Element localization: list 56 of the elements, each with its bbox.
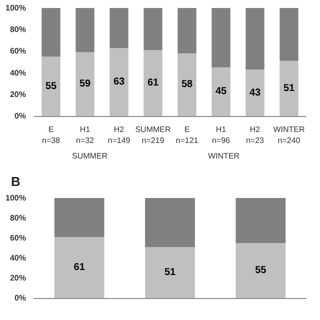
data-label: 59 bbox=[79, 78, 91, 90]
text: WINTER bbox=[208, 152, 240, 160]
data-label: 55 bbox=[255, 265, 267, 276]
text: SUMMER bbox=[72, 152, 108, 160]
data-label: 51 bbox=[283, 82, 295, 94]
bar bbox=[178, 8, 196, 54]
bar bbox=[144, 50, 162, 116]
y-tick-label: 80% bbox=[10, 25, 26, 34]
y-tick-label: 100% bbox=[6, 4, 26, 12]
x-tick-label: H1 n=96 bbox=[212, 125, 231, 145]
bar bbox=[54, 198, 104, 237]
x-tick-label: H2 n=149 bbox=[108, 125, 131, 145]
data-label: 61 bbox=[147, 78, 159, 89]
bar bbox=[144, 8, 162, 50]
bar bbox=[110, 48, 128, 116]
bar bbox=[212, 67, 230, 116]
bar bbox=[280, 60, 298, 116]
y-tick-label: 20% bbox=[10, 274, 26, 282]
data-label: 58 bbox=[181, 79, 193, 90]
bar bbox=[76, 52, 94, 116]
y-tick-label: 0% bbox=[14, 112, 26, 120]
data-label: 43 bbox=[249, 87, 261, 98]
bar bbox=[145, 198, 195, 247]
bar bbox=[76, 8, 94, 52]
bar bbox=[42, 56, 60, 116]
bar bbox=[280, 8, 298, 61]
bar bbox=[246, 8, 264, 70]
bar bbox=[42, 8, 60, 57]
y-tick-label: 20% bbox=[10, 90, 26, 99]
bar bbox=[54, 237, 104, 298]
data-label: 63 bbox=[113, 76, 125, 88]
bar bbox=[212, 8, 230, 68]
x-tick-label: E n=38 bbox=[42, 125, 61, 145]
y-tick-label: 40% bbox=[10, 254, 26, 262]
data-label: 61 bbox=[74, 262, 86, 273]
y-tick-label: 100% bbox=[6, 194, 26, 202]
y-tick-label: 0% bbox=[14, 294, 26, 302]
chart-title: B bbox=[11, 174, 20, 189]
data-label: 45 bbox=[215, 86, 227, 98]
bar bbox=[246, 70, 264, 116]
x-tick-label: H1 n=32 bbox=[76, 125, 95, 145]
x-tick-label: SUMMER n=219 bbox=[135, 125, 171, 145]
bar bbox=[236, 243, 286, 298]
y-tick-label: 80% bbox=[10, 214, 26, 222]
y-tick-label: 60% bbox=[10, 234, 26, 242]
bar bbox=[178, 53, 196, 116]
bar bbox=[110, 8, 128, 48]
x-tick-label: WINTER n=240 bbox=[273, 125, 305, 145]
data-label: 55 bbox=[45, 80, 57, 92]
x-tick-label: H2 n=23 bbox=[246, 125, 265, 145]
data-label: 51 bbox=[164, 267, 176, 278]
x-tick-label: E n=121 bbox=[176, 125, 199, 145]
bar bbox=[236, 198, 286, 243]
y-tick-label: 40% bbox=[10, 68, 26, 78]
bar bbox=[145, 247, 195, 298]
y-tick-label: 60% bbox=[10, 46, 26, 56]
